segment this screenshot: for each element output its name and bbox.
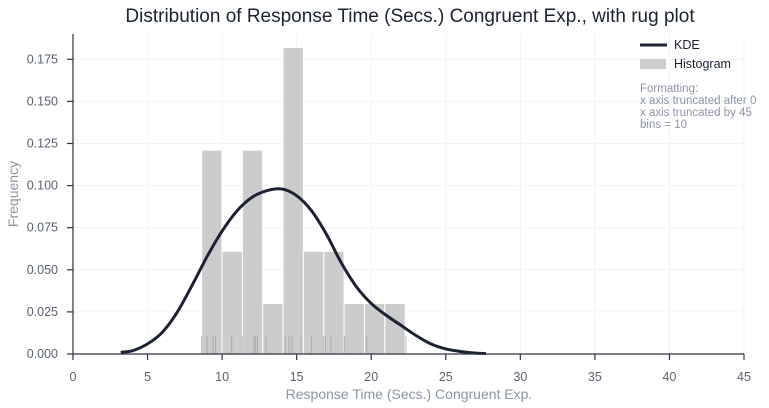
note-line: Formatting: [640, 83, 698, 95]
rug-marks [201, 336, 407, 354]
x-tick-label: 25 [439, 370, 453, 384]
y-tick-label: 0.025 [27, 305, 58, 319]
histogram-bar [323, 250, 345, 355]
y-tick-label: 0.100 [27, 179, 58, 193]
histogram-bar [343, 302, 366, 355]
x-tick-label: 40 [662, 370, 676, 384]
x-tick-label: 45 [737, 370, 751, 384]
y-tick-label: 0.050 [27, 263, 58, 277]
tick-labels: 0 5 10 15 20 25 30 35 40 45 0.000 0.025 0.050 0.075 0.… [27, 52, 751, 384]
histogram-bar [201, 149, 223, 355]
x-tick-label: 35 [588, 370, 602, 384]
histogram-bar [302, 250, 325, 355]
histogram-bar [221, 250, 243, 355]
histogram-bar [241, 149, 264, 355]
x-tick-label: 15 [290, 370, 304, 384]
y-tick-label: 0.150 [27, 94, 58, 108]
legend-hist-swatch [640, 59, 666, 69]
y-tick-label: 0.075 [27, 221, 58, 235]
x-tick-label: 20 [364, 370, 378, 384]
legend: KDE Histogram [640, 38, 731, 71]
x-tick-label: 5 [144, 370, 151, 384]
kde-line [120, 187, 487, 355]
note-line: bins = 10 [640, 119, 687, 131]
histogram-bar [282, 46, 304, 355]
y-axis-label: Frequency [5, 161, 21, 227]
formatting-note: Formatting: x axis truncated after 0 x a… [640, 83, 756, 131]
x-tick-label: 0 [70, 370, 77, 384]
y-tick-label: 0.175 [27, 52, 58, 66]
legend-kde-label: KDE [674, 38, 700, 52]
grid [72, 34, 745, 355]
legend-hist-label: Histogram [674, 57, 731, 71]
note-line: x axis truncated after 0 [640, 95, 756, 107]
y-tick-label: 0.000 [27, 347, 58, 361]
axes [67, 34, 745, 360]
note-line: x axis truncated by 45 [640, 107, 752, 119]
x-tick-label: 30 [513, 370, 527, 384]
histogram-bar [384, 302, 406, 355]
y-tick-label: 0.125 [27, 136, 58, 150]
x-axis-label: Response Time (Secs.) Congruent Exp. [286, 386, 533, 402]
chart-title: Distribution of Response Time (Secs.) Co… [125, 6, 695, 27]
x-tick-label: 10 [215, 370, 229, 384]
